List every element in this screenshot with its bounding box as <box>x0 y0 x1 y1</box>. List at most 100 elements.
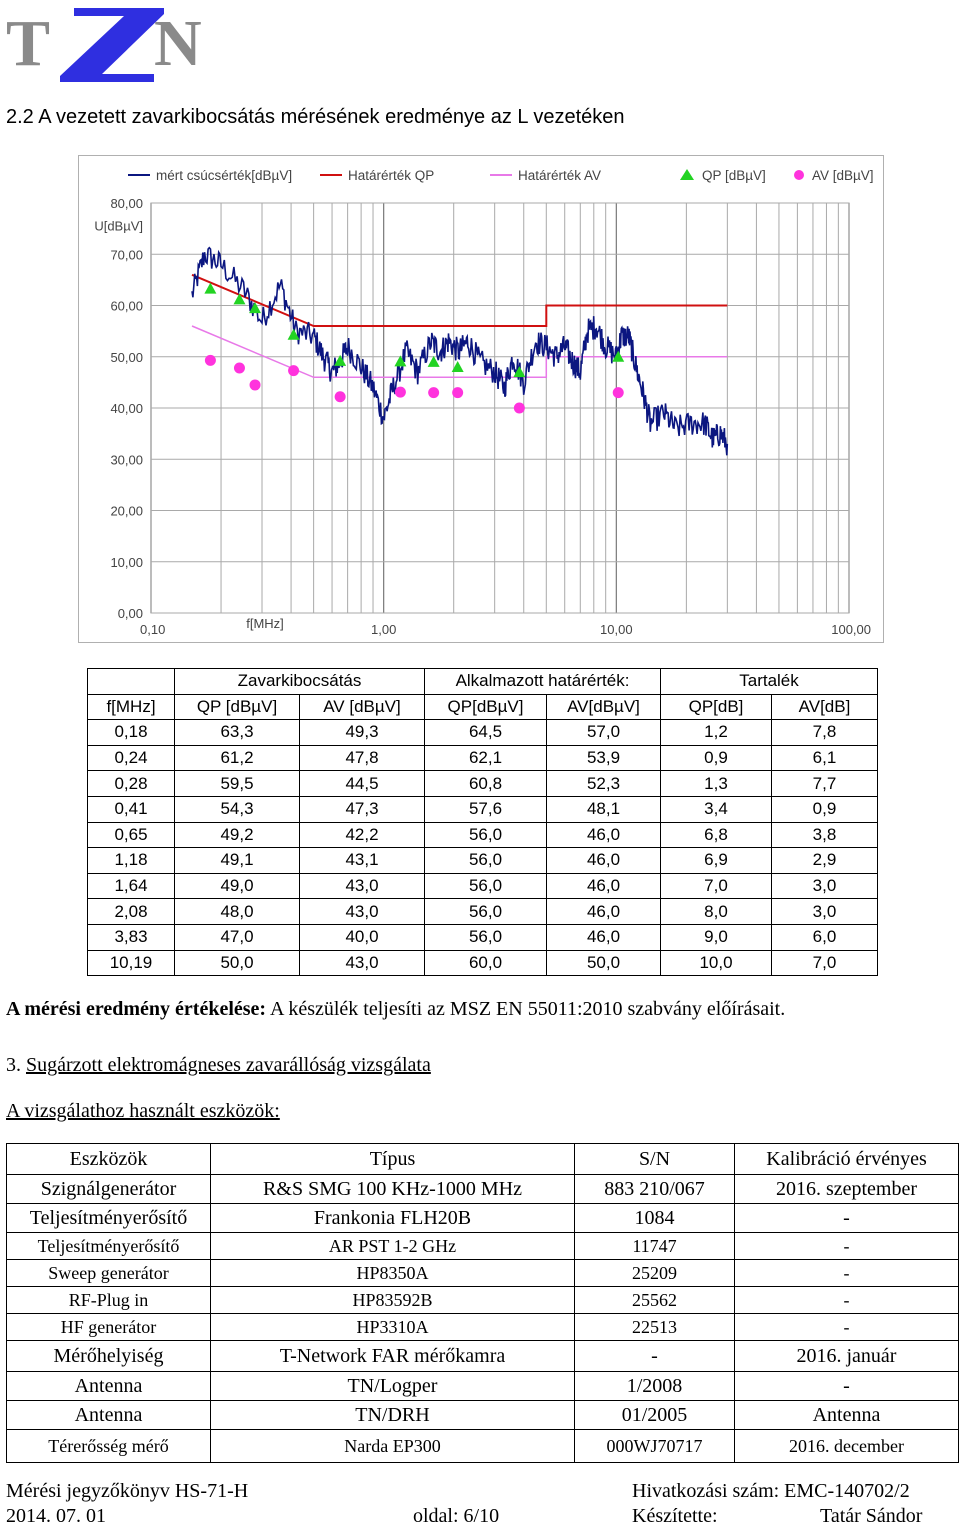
table-cell: 883 210/067 <box>574 1174 735 1204</box>
table-cell: - <box>734 1286 959 1314</box>
table-cell: 46,0 <box>546 821 661 849</box>
table-cell: 0,9 <box>771 795 878 823</box>
qp-point <box>287 328 300 340</box>
chart-frame <box>78 155 884 643</box>
table-cell: 25562 <box>574 1286 735 1314</box>
table-cell: HF generátor <box>6 1313 211 1341</box>
av-point <box>249 379 261 391</box>
table-cell: 7,8 <box>771 719 878 746</box>
table-cell: 44,5 <box>299 770 425 797</box>
table-cell: 1,3 <box>660 770 772 797</box>
table-cell: 6,1 <box>771 744 878 772</box>
logo-letter-t: T <box>6 7 51 80</box>
footer-date: 2014. 07. 01 <box>6 1505 106 1527</box>
table-cell: 1,18 <box>87 847 175 874</box>
table-row: 0,65 49,2 42,2 56,0 46,0 6,8 3,8 <box>87 821 878 849</box>
table-cell: Mérőhelyiség <box>6 1340 211 1372</box>
table-row: Teljesítményerősítő Frankonia FLH20B 1084- <box>6 1203 959 1233</box>
results-group-header: Zavarkibocsátás <box>174 668 425 695</box>
table-cell: 1,64 <box>87 872 175 900</box>
av-point <box>334 391 346 403</box>
table-row: Szignálgenerátor R&S SMG 100 KHz-1000 MHz… <box>6 1174 959 1204</box>
table-cell: 57,0 <box>546 719 661 746</box>
table-cell: Antenna <box>6 1400 211 1430</box>
table-cell: 64,5 <box>424 719 547 746</box>
results-group-header: Alkalmazott határérték: <box>424 668 661 695</box>
table-cell: 46,0 <box>546 847 661 874</box>
table-cell: Antenna <box>6 1371 211 1401</box>
table-cell: 22513 <box>574 1313 735 1341</box>
legend-swatch-circle <box>794 170 804 180</box>
results-column-header: AV[dB] <box>771 693 878 721</box>
results-column-header: f[MHz] <box>87 693 175 721</box>
table-cell: 46,0 <box>546 923 661 951</box>
table-cell: 61,2 <box>174 744 300 772</box>
tools-header-row: Eszközök Típus S/N Kalibráció érvényes <box>6 1143 959 1175</box>
tools-column-header: Típus <box>210 1143 575 1175</box>
section3-heading: 3. Sugárzott elektromágneses zavarállósá… <box>6 1054 431 1077</box>
table-cell: - <box>734 1203 959 1233</box>
tools-heading-text: A vizsgálathoz használt eszközök: <box>6 1100 280 1122</box>
qp-point <box>427 355 440 367</box>
table-cell: 57,6 <box>424 795 547 823</box>
table-cell: T-Network FAR mérőkamra <box>210 1340 575 1372</box>
table-cell: R&S SMG 100 KHz-1000 MHz <box>210 1174 575 1204</box>
legend-swatch-triangle <box>680 169 694 180</box>
footer-page: oldal: 6/10 <box>413 1505 500 1527</box>
table-cell: 1/2008 <box>574 1371 735 1401</box>
y-tick-label: 50,00 <box>110 350 143 365</box>
legend-label: AV [dBµV] <box>812 168 874 183</box>
qp-point <box>612 350 625 362</box>
qp-point <box>394 355 407 367</box>
table-cell: Antenna <box>734 1400 959 1430</box>
qp-point <box>233 293 246 305</box>
table-cell: - <box>734 1371 959 1401</box>
table-cell: - <box>734 1232 959 1260</box>
av-point <box>612 387 624 399</box>
y-tick-label: 80,00 <box>110 196 143 211</box>
section3-number: 3. <box>6 1054 26 1076</box>
table-cell: 0,9 <box>660 744 772 772</box>
qp-point <box>451 361 464 372</box>
footer-author-label: Készítette: <box>632 1505 718 1527</box>
evaluation-label: A mérési eredmény értékelése: <box>6 998 267 1020</box>
y-tick-label: 20,00 <box>110 504 143 519</box>
table-cell: 59,5 <box>174 770 300 797</box>
table-cell: 40,0 <box>299 923 425 951</box>
table-cell: Sweep generátor <box>6 1259 211 1287</box>
tools-heading: A vizsgálathoz használt eszközök: <box>6 1100 280 1123</box>
table-cell: 7,0 <box>660 872 772 900</box>
table-row: Térerősség mérő Narda EP300 000WJ70717 2016… <box>6 1429 959 1463</box>
section-title: 2.2 A vezetett zavarkibocsátás mérésének… <box>6 106 625 128</box>
table-cell: 3,83 <box>87 923 175 951</box>
results-group-empty <box>87 668 175 695</box>
x-tick-label: 10,00 <box>600 622 633 637</box>
table-cell: 48,1 <box>546 795 661 823</box>
table-row: Antenna TN/Logper 1/2008- <box>6 1371 959 1401</box>
logo-z-mark <box>60 8 164 82</box>
table-cell: Frankonia FLH20B <box>210 1203 575 1233</box>
av-point <box>204 354 216 366</box>
table-cell: 25209 <box>574 1259 735 1287</box>
results-table: Zavarkibocsátás Alkalmazott határérték: … <box>87 668 878 977</box>
table-cell: 0,28 <box>87 770 175 797</box>
results-column-header: QP [dBµV] <box>174 693 300 721</box>
table-cell: 49,1 <box>174 847 300 874</box>
table-cell: Térerősség mérő <box>6 1429 211 1463</box>
table-cell: Teljesítményerősítő <box>6 1203 211 1233</box>
evaluation-line: A mérési eredmény értékelése: A készülék… <box>6 998 785 1021</box>
legend-label: Határérték QP <box>348 168 434 183</box>
table-cell: 0,18 <box>87 719 175 746</box>
section3-title: Sugárzott elektromágneses zavarállóság v… <box>26 1054 431 1076</box>
table-cell: Szignálgenerátor <box>6 1174 211 1204</box>
table-cell: 3,0 <box>771 898 878 925</box>
table-cell: 50,0 <box>174 949 300 977</box>
footer-author: Tatár Sándor <box>820 1505 923 1527</box>
table-cell: 3,8 <box>771 821 878 849</box>
y-tick-label: 30,00 <box>110 452 143 467</box>
table-row: Sweep generátor HP8350A 25209- <box>6 1259 959 1287</box>
table-cell: 60,8 <box>424 770 547 797</box>
table-row: 0,41 54,3 47,3 57,6 48,1 3,4 0,9 <box>87 795 878 823</box>
table-cell: 10,19 <box>87 949 175 977</box>
table-cell: 46,0 <box>546 898 661 925</box>
